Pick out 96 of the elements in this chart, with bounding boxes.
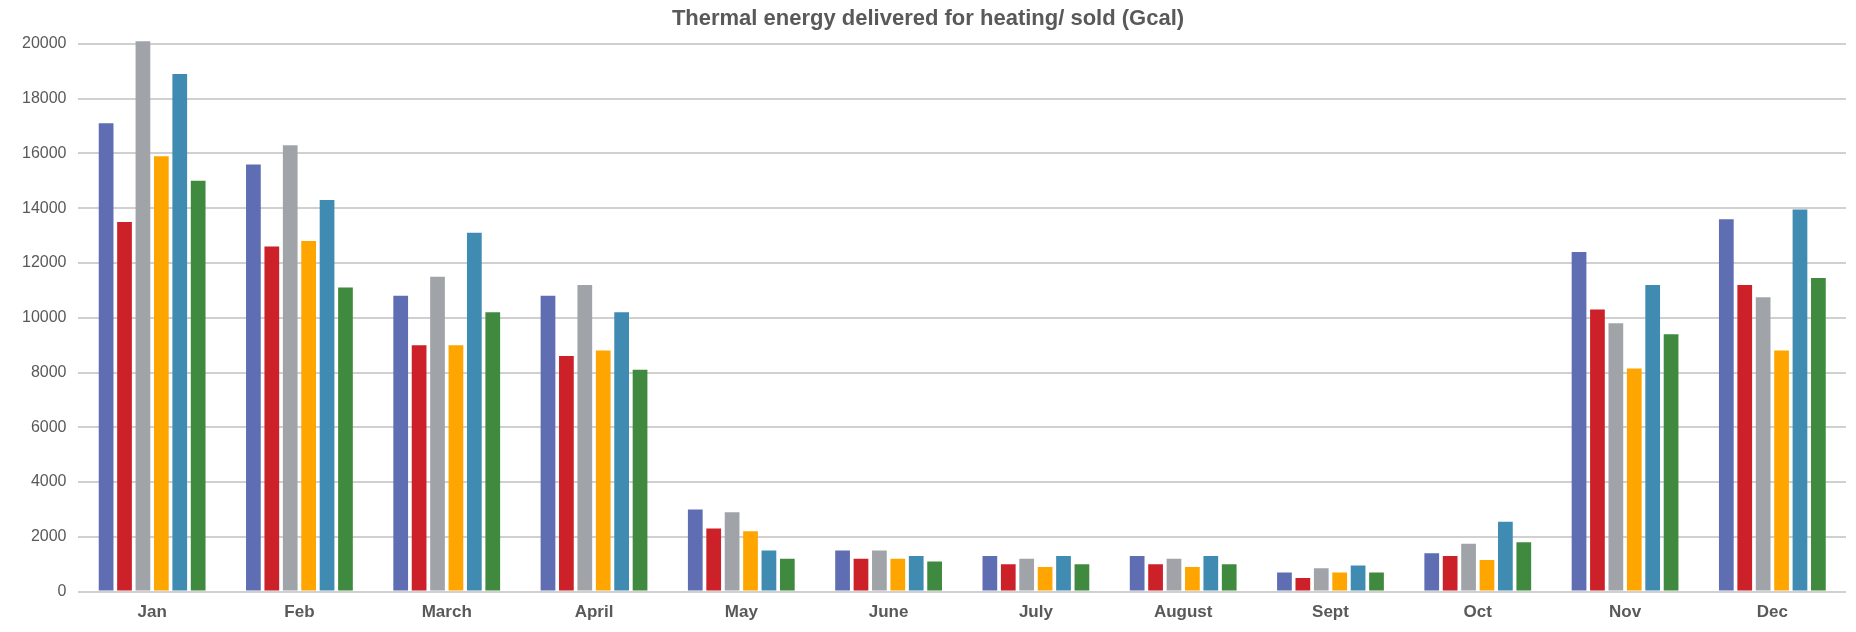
bar [153, 156, 169, 591]
bar [779, 558, 795, 591]
bar [853, 558, 869, 591]
bar [595, 350, 611, 591]
bar [761, 550, 777, 591]
bar [1424, 553, 1440, 591]
bar [319, 199, 335, 591]
bar [872, 550, 887, 591]
y-tick-label: 2000 [30, 527, 67, 545]
x-tick-label: Oct [1463, 602, 1493, 622]
bar [1332, 572, 1348, 591]
bar [1792, 209, 1808, 591]
y-tick-label: 4000 [30, 472, 67, 490]
bar [1590, 309, 1605, 591]
bar [1811, 278, 1826, 591]
bar [835, 550, 850, 591]
bar [1571, 252, 1587, 591]
y-tick-label: 16000 [21, 143, 67, 161]
bar [1148, 564, 1163, 591]
bar [1755, 297, 1771, 591]
y-tick-label: 6000 [30, 417, 67, 435]
bar [466, 232, 482, 591]
bar [1369, 572, 1384, 591]
bar [246, 164, 261, 591]
x-tick-label: May [724, 602, 759, 622]
bar [393, 295, 409, 591]
bar [1221, 564, 1237, 591]
bar [1185, 566, 1200, 591]
bar [448, 345, 464, 591]
bar [1019, 558, 1035, 591]
bar [1350, 565, 1366, 591]
bar [927, 561, 942, 591]
y-tick-label: 8000 [30, 362, 67, 380]
bar [1295, 577, 1311, 591]
bar [338, 287, 353, 591]
y-tick-label: 20000 [21, 34, 67, 52]
bar [1498, 521, 1513, 591]
bar [172, 74, 188, 591]
y-tick-label: 18000 [21, 89, 67, 107]
x-tick-label: Feb [284, 602, 315, 622]
bar [908, 556, 924, 591]
bar [982, 556, 998, 591]
bar [282, 145, 298, 591]
x-tick-label: July [1018, 602, 1054, 622]
bar [485, 312, 501, 591]
x-tick-label: June [868, 602, 909, 622]
bar [1313, 568, 1329, 591]
bar [1774, 350, 1789, 591]
y-tick-label: 14000 [21, 198, 67, 216]
bar [540, 295, 556, 591]
bar [301, 241, 316, 591]
bar [98, 123, 114, 591]
bar [559, 356, 574, 591]
bar [1718, 219, 1734, 591]
bar [1277, 572, 1292, 591]
y-tick-label: 0 [57, 582, 67, 600]
bar [1037, 566, 1053, 591]
bar [1608, 323, 1624, 591]
bar [1056, 556, 1071, 591]
bar [1461, 543, 1476, 591]
y-tick-label: 12000 [21, 253, 67, 271]
bar [1645, 284, 1661, 591]
bar [1663, 334, 1679, 591]
bar [1626, 368, 1642, 591]
bar [430, 276, 445, 591]
bar [706, 528, 722, 591]
bar [264, 246, 280, 591]
bar [890, 558, 906, 591]
chart-title: Thermal energy delivered for heating/ sold (Gcal) [671, 5, 1185, 31]
x-tick-label: March [421, 602, 472, 622]
x-tick-label: Nov [1609, 602, 1642, 622]
bar [1000, 564, 1016, 591]
bar [190, 180, 206, 591]
x-tick-label: Sept [1312, 602, 1350, 622]
bar [135, 41, 151, 591]
bar [1737, 284, 1753, 591]
bar [724, 512, 740, 591]
bar [1203, 556, 1219, 591]
y-tick-label: 10000 [21, 308, 67, 326]
x-tick-label: Jan [137, 602, 167, 622]
bar [1442, 556, 1458, 591]
bar [614, 312, 629, 591]
x-tick-label: Dec [1756, 602, 1788, 622]
bar [117, 221, 132, 591]
bar [1166, 558, 1182, 591]
x-tick-label: August [1153, 602, 1213, 622]
bar [1479, 560, 1495, 591]
bar [632, 369, 648, 591]
x-tick-label: April [574, 602, 614, 622]
bar [577, 284, 593, 591]
bar [411, 345, 427, 591]
bar [687, 509, 703, 591]
bar [1516, 542, 1532, 591]
bar [1074, 564, 1090, 591]
bar [743, 531, 758, 591]
bar [1129, 556, 1145, 591]
